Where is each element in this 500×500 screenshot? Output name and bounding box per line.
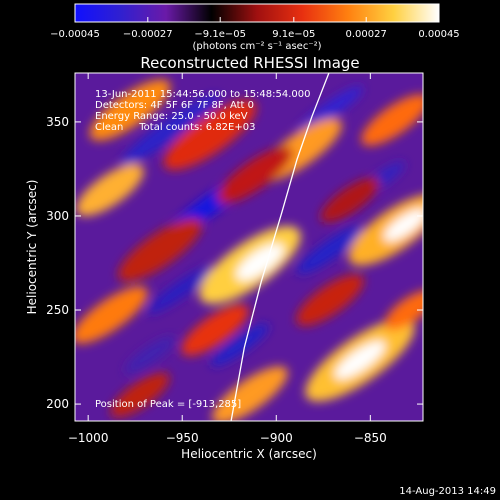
heatmap-lobe <box>361 94 423 146</box>
heatmap-lobe <box>217 146 293 204</box>
annotation-block: 13-Jun-2011 15:44:56.000 to 15:48:54.000… <box>95 89 311 133</box>
heatmap-lobe <box>89 79 171 141</box>
y-tick-label: 200 <box>46 397 69 411</box>
colorbar-tick-label: 0.00027 <box>346 29 387 40</box>
x-tick-label: −1000 <box>68 431 109 445</box>
heatmap-lobe <box>383 208 423 242</box>
x-tick-label: −900 <box>260 431 293 445</box>
heatmap-lobe <box>163 100 257 170</box>
colorbar-tick-label: −9.1e−05 <box>194 29 246 40</box>
heatmap-lobe <box>296 274 364 326</box>
colorbar-tick-label: 9.1e−05 <box>272 29 315 40</box>
heatmap-lobe <box>118 218 202 282</box>
annotation-clean-counts: Clean Total counts: 6.82E+03 <box>95 122 255 133</box>
y-tick-label: 300 <box>46 209 69 223</box>
heatmap-lobe <box>334 340 386 380</box>
colorbar-gradient <box>75 4 439 22</box>
plot-frame <box>74 72 424 422</box>
colorbar-unit-label: (photons cm⁻² s⁻¹ asec⁻²) <box>192 41 321 52</box>
y-axis-label: Heliocentric Y (arcsec) <box>25 180 39 315</box>
annotation-time-range: 13-Jun-2011 15:44:56.000 to 15:48:54.000 <box>95 89 311 100</box>
heatmap-lobe <box>212 366 288 421</box>
heatmap-lobe <box>296 225 364 275</box>
heatmap-lobe <box>181 304 249 356</box>
heatmap-lobe <box>296 86 364 134</box>
heatmap-lobe <box>146 266 214 314</box>
heatmap-lobe <box>76 163 144 217</box>
x-axis-label: Heliocentric X (arcsec) <box>181 447 317 461</box>
heatmap-lobe <box>120 94 220 166</box>
footer-timestamp: 14-Aug-2013 14:49 <box>399 486 496 497</box>
y-tick-label: 350 <box>46 115 69 129</box>
colorbar-tick-label: −0.00027 <box>123 29 173 40</box>
colorbar-tick-label: −0.00045 <box>50 29 100 40</box>
colorbar-ticks: −0.00045 −0.00027 −9.1e−05 9.1e−05 0.00027 0.… <box>50 17 460 40</box>
peak-position-label: Position of Peak = [-913,285] <box>95 399 241 410</box>
heatmap-area <box>75 73 423 421</box>
x-axis-ticks: −1000 −950 −900 −850 <box>68 73 387 445</box>
heatmap-lobe <box>75 286 148 344</box>
y-tick-label: 250 <box>46 303 69 317</box>
colorbar-frame <box>74 3 440 23</box>
heatmap-blobs <box>75 79 423 421</box>
heatmap-lobe <box>125 336 175 374</box>
y-axis-ticks: 200 250 300 350 <box>46 115 423 411</box>
x-tick-label: −850 <box>354 431 387 445</box>
x-tick-label: −950 <box>166 431 199 445</box>
annotation-energy-range: Energy Range: 25.0 - 50.0 keV <box>95 111 248 122</box>
solar-limb-curve <box>230 73 330 421</box>
colorbar: −0.00045 −0.00027 −9.1e−05 9.1e−05 0.00027 0.… <box>50 3 460 52</box>
heatmap-lobe <box>110 372 170 418</box>
heatmap-lobe <box>236 243 284 281</box>
chart-title: Reconstructed RHESSI Image <box>140 54 359 72</box>
annotation-detectors: Detectors: 4F 5F 6F 7F 8F, Att 0 <box>95 100 254 111</box>
colorbar-tick-label: 0.00045 <box>418 29 459 40</box>
heatmap-lobe <box>320 177 380 223</box>
heatmap-lobe <box>210 323 270 367</box>
